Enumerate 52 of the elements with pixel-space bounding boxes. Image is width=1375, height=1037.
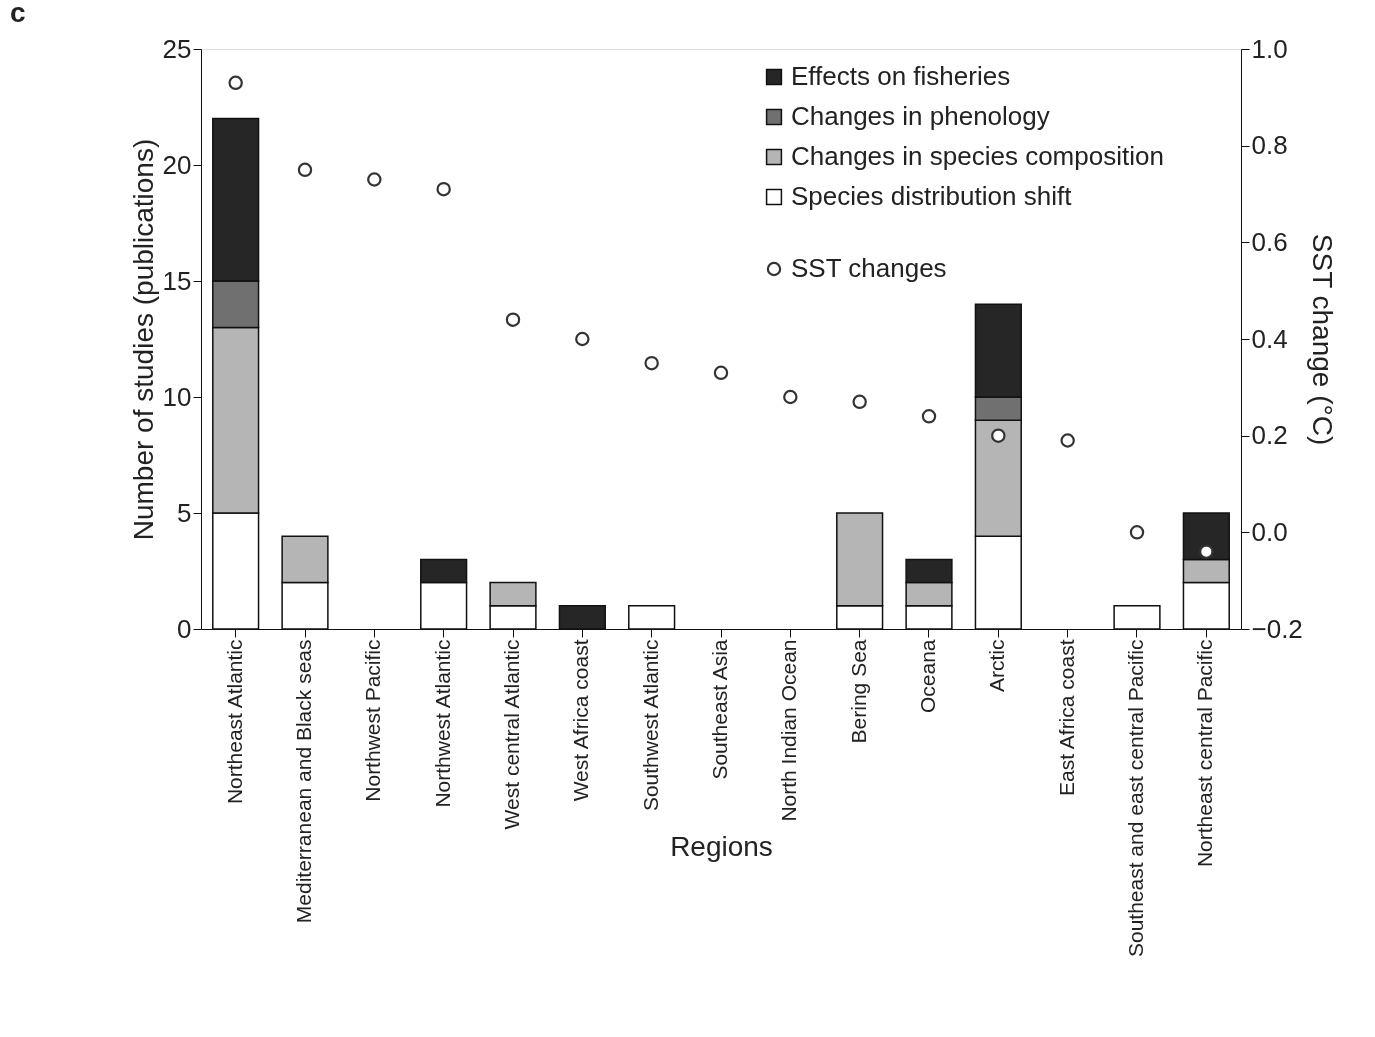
y-tick-label: 10 — [162, 381, 192, 412]
point — [1199, 544, 1214, 559]
y2-tick-label: 0.2 — [1251, 420, 1288, 451]
y-tick-label: 0 — [177, 613, 192, 644]
point — [991, 428, 1006, 443]
point — [297, 162, 313, 178]
x-tick-label: West Africa coast — [569, 639, 593, 802]
x-tick-label: North Indian Ocean — [777, 639, 801, 822]
legend-label: Changes in species composition — [791, 141, 1164, 171]
legend-label: SST changes — [791, 253, 947, 283]
x-tick-label: West central Atlantic — [500, 639, 523, 830]
legend-label: Species distribution shift — [791, 181, 1073, 211]
point — [367, 172, 382, 187]
point — [505, 312, 521, 327]
y2-axis-title: SST change (°C) — [1306, 233, 1338, 446]
x-tick-label: Northwest Atlantic — [430, 639, 454, 808]
x-tick-label: Mediterranean and Black seas — [292, 639, 315, 924]
x-tick-label: Southeast Asia — [708, 639, 731, 780]
y-tick-label: 5 — [177, 497, 192, 528]
point — [1060, 433, 1075, 448]
point — [783, 389, 798, 405]
y2-tick-label: 0.8 — [1251, 130, 1288, 161]
x-tick-label: Southwest Atlantic — [638, 639, 662, 812]
x-tick-label: Oceana — [916, 639, 939, 714]
y2-tick-label: −0.2 — [1251, 613, 1303, 644]
point — [575, 331, 590, 347]
x-tick-label: Northeast Atlantic — [222, 639, 246, 805]
x-tick-label: East Africa coast — [1054, 639, 1078, 796]
x-axis-title: Regions — [670, 830, 773, 862]
x-tick-label: Southeast and east central Pacific — [1124, 639, 1147, 958]
y2-tick-label: 0.6 — [1251, 226, 1288, 257]
point — [713, 365, 729, 381]
point — [228, 75, 243, 91]
legend-label: Effects on fisheries — [791, 61, 1011, 91]
point — [852, 394, 867, 410]
point — [436, 181, 451, 197]
point — [644, 355, 659, 371]
y-tick-label: 25 — [162, 33, 192, 64]
y2-tick-label: 0.0 — [1251, 516, 1288, 547]
x-tick-label: Arctic — [985, 639, 1009, 692]
legend-label: Changes in phenology — [791, 101, 1050, 131]
y-tick-label: 15 — [162, 265, 192, 296]
x-tick-label: Bering Sea — [846, 639, 870, 744]
point — [921, 409, 937, 424]
x-tick-label: Northeast central Pacific — [1193, 639, 1217, 868]
x-tick-label: Northwest Pacific — [361, 639, 385, 802]
y-tick-label: 20 — [162, 149, 192, 180]
point — [1129, 525, 1145, 540]
y-axis-title: Number of studies (publications) — [127, 138, 159, 541]
y2-tick-label: 1.0 — [1251, 33, 1288, 64]
chart-title: c — [10, 0, 26, 28]
y2-tick-label: 0.4 — [1251, 323, 1288, 354]
